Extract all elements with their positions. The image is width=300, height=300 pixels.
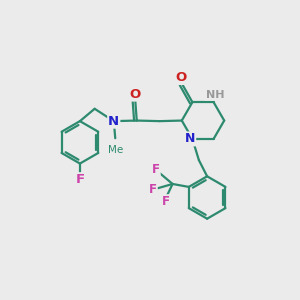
Text: O: O xyxy=(175,71,186,84)
Text: Me: Me xyxy=(108,145,123,155)
Text: F: F xyxy=(162,195,170,208)
Text: O: O xyxy=(130,88,141,100)
Text: F: F xyxy=(75,173,85,186)
Text: F: F xyxy=(152,163,160,176)
Text: N: N xyxy=(185,132,195,146)
Text: NH: NH xyxy=(206,90,224,100)
Text: F: F xyxy=(149,183,157,196)
Text: N: N xyxy=(108,115,119,128)
